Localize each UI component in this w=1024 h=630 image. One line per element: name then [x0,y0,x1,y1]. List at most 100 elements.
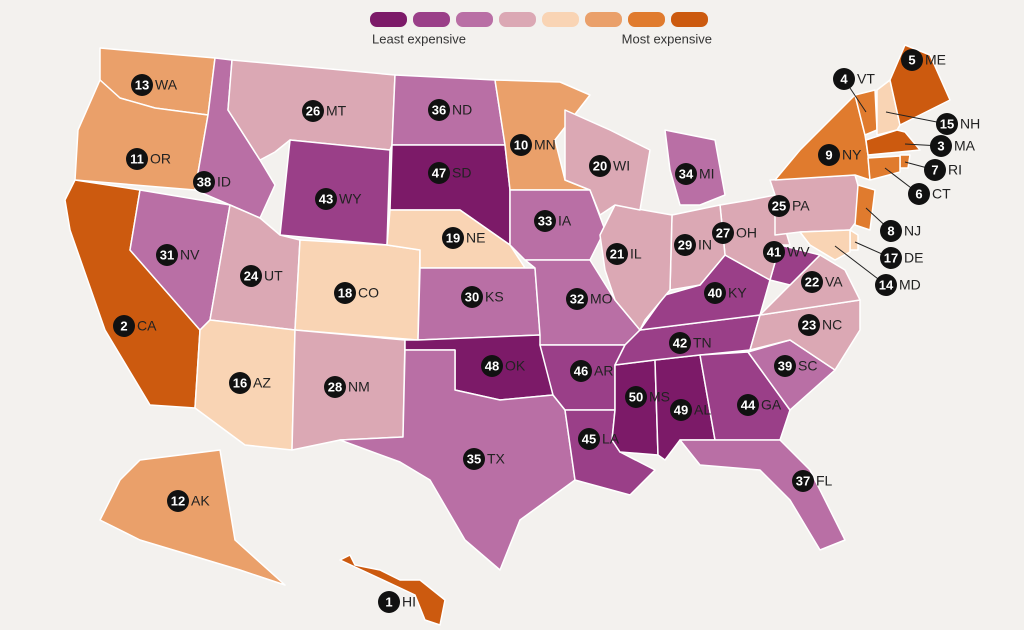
state-shape [876,79,901,136]
state-shape [339,349,576,571]
state-abbr: TN [693,335,712,351]
rank-label: 8 [887,223,894,238]
state-abbr: WV [787,244,810,260]
rank-badge [763,241,785,263]
state-shape [854,184,876,231]
rank-label: 50 [629,389,643,404]
legend-swatch [413,12,450,27]
state-abbr: WA [155,77,178,93]
rank-badge [589,155,611,177]
rank-badge [566,288,588,310]
rank-label: 5 [908,52,915,67]
rank-label: 40 [708,285,722,300]
state-abbr: NV [180,247,200,263]
rank-badge [712,222,734,244]
rank-badge [737,394,759,416]
rank-label: 47 [432,165,446,180]
rank-badge [908,183,930,205]
rank-label: 15 [940,116,954,131]
state-abbr: CA [137,318,157,334]
rank-label: 37 [796,473,810,488]
rank-badge [675,163,697,185]
state-abbr: OH [736,225,757,241]
state-abbr: MD [899,277,921,293]
state-abbr: FL [816,473,833,489]
state-abbr: IA [558,213,572,229]
legend-swatch [456,12,493,27]
rank-label: 38 [197,174,211,189]
state-abbr: KY [728,285,747,301]
state-abbr: ME [925,52,946,68]
rank-label: 28 [328,379,342,394]
rank-badge [378,591,400,613]
state-abbr: ID [217,174,231,190]
rank-badge [570,360,592,382]
state-shape [664,129,726,206]
state-shape [867,155,901,181]
rank-label: 39 [778,358,792,373]
rank-label: 32 [570,291,584,306]
legend-swatch [671,12,708,27]
state-abbr: RI [948,162,962,178]
state-abbr: VA [825,274,843,290]
state-abbr: MS [649,389,670,405]
rank-label: 10 [514,137,528,152]
rank-badge [156,244,178,266]
state-shape [279,139,391,246]
rank-badge [334,282,356,304]
state-abbr: GA [761,397,782,413]
rank-label: 24 [244,268,259,283]
rank-label: 17 [884,250,898,265]
rank-badge [801,271,823,293]
rank-label: 35 [467,451,481,466]
rank-label: 6 [915,186,922,201]
rank-label: 43 [319,191,333,206]
state-abbr: AL [694,402,711,418]
state-shape [899,154,911,169]
rank-badge [578,428,600,450]
rank-label: 29 [678,237,692,252]
state-abbr: MO [590,291,613,307]
rank-badge [324,376,346,398]
legend-swatch [628,12,665,27]
rank-badge [606,243,628,265]
rank-label: 4 [840,71,848,86]
state-shape [799,229,851,261]
rank-badge [833,68,855,90]
state-shape [865,129,921,156]
state-abbr: HI [402,594,416,610]
rank-badge [669,332,691,354]
rank-label: 48 [485,358,499,373]
rank-badge [875,274,897,296]
rank-badge [481,355,503,377]
state-abbr: IL [630,246,642,262]
rank-label: 36 [432,102,446,117]
rank-label: 34 [679,166,694,181]
rank-badge [674,234,696,256]
state-abbr: CT [932,186,951,202]
rank-label: 41 [767,244,781,259]
rank-badge [240,265,262,287]
state-abbr: MA [954,138,976,154]
rank-badge [229,372,251,394]
state-abbr: AK [191,493,210,509]
state-abbr: MI [699,166,715,182]
rank-badge [461,286,483,308]
state-abbr: OK [505,358,526,374]
rank-badge [428,99,450,121]
rank-label: 21 [610,246,624,261]
rank-label: 14 [879,277,894,292]
rank-badge [670,399,692,421]
rank-badge [131,74,153,96]
state-abbr: IN [698,237,712,253]
rank-badge [302,100,324,122]
rank-label: 19 [446,230,460,245]
rank-badge [625,386,647,408]
rank-label: 12 [171,493,185,508]
state-shape [599,204,673,331]
rank-label: 16 [233,375,247,390]
legend-swatch [499,12,536,27]
rank-label: 7 [931,162,938,177]
rank-label: 45 [582,431,596,446]
